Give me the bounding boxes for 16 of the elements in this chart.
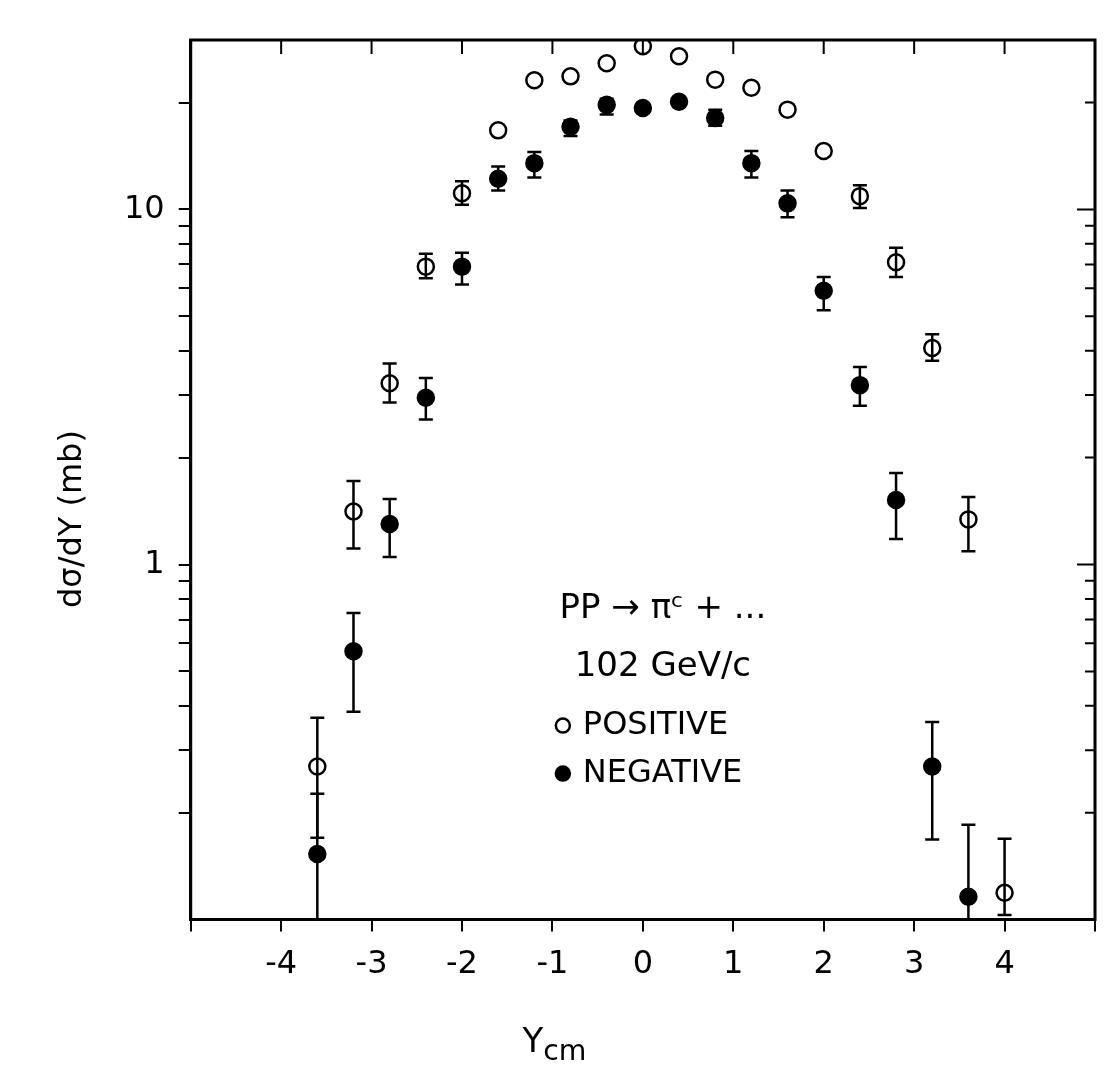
- legend-label: NEGATIVE: [582, 751, 743, 790]
- x-tick-label: -3: [355, 943, 388, 982]
- x-axis-title: Y$_{cm}$: [521, 1020, 588, 1067]
- y-axis-title: dσ/dY (mb): [51, 429, 89, 610]
- x-tick-label: -1: [536, 943, 569, 982]
- x-tick-label: -2: [446, 943, 478, 982]
- x-tick-label: 3: [903, 943, 925, 982]
- x-tick-label: 0: [632, 943, 654, 982]
- x-tick-label: 2: [813, 943, 834, 982]
- legend-label: POSITIVE: [582, 703, 729, 742]
- y-tick-label: 10: [124, 187, 165, 226]
- x-tick-label: 1: [723, 943, 744, 982]
- annotation: 102 GeV/c: [574, 644, 752, 685]
- x-tick-label: 4: [994, 943, 1015, 982]
- x-tick-label: -4: [265, 943, 298, 982]
- annotation: PP → πᶜ + ...: [559, 586, 767, 627]
